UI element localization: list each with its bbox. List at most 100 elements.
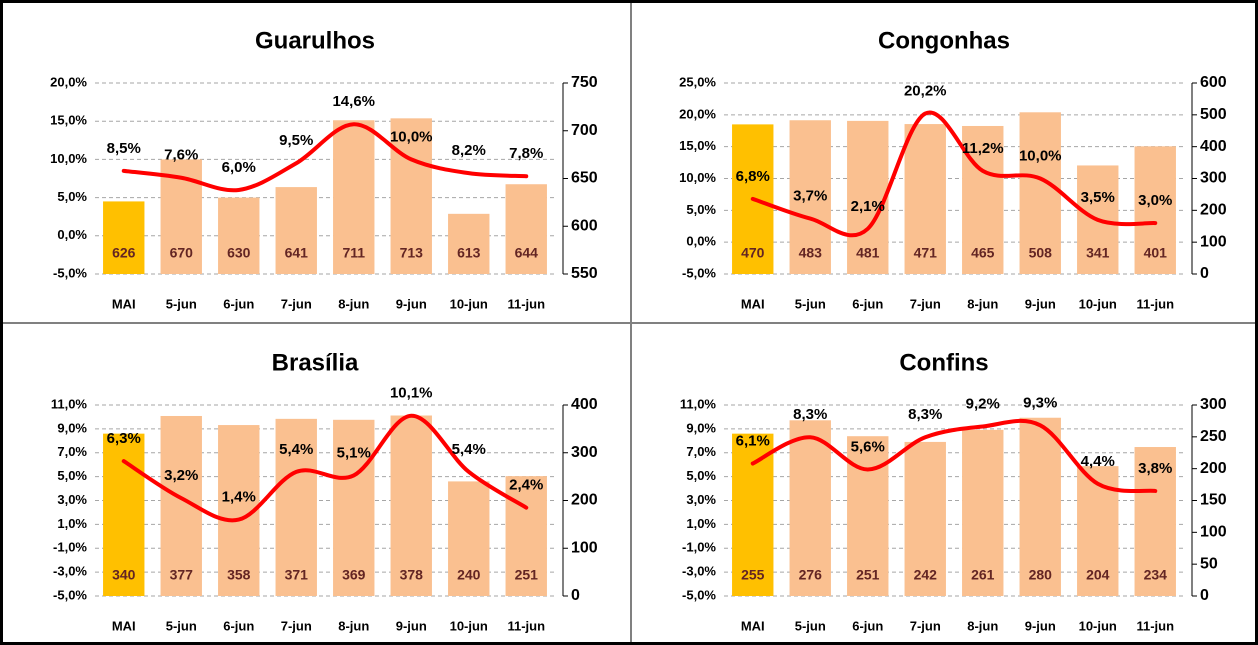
y-tick-label: -5,0% <box>53 265 87 280</box>
y2-tick-label: 300 <box>571 444 598 461</box>
y-tick-label: 7,0% <box>57 444 87 459</box>
line-label: 5,6% <box>851 438 885 455</box>
line-label: 9,2% <box>966 395 1000 412</box>
y2-tick-label: 200 <box>571 492 598 509</box>
line-label: 5,4% <box>452 441 486 458</box>
bar <box>1134 447 1176 596</box>
y2-tick-label: 0 <box>1200 265 1209 282</box>
bar-label: 358 <box>227 567 251 583</box>
y-tick-label: -1,0% <box>682 540 716 555</box>
line-label: 7,6% <box>164 147 198 164</box>
bar <box>962 125 1004 274</box>
y-tick-label: 9,0% <box>57 420 87 435</box>
y2-tick-label: 300 <box>1200 170 1227 187</box>
chart-title: Confins <box>899 349 988 376</box>
x-tick-label: 9-jun <box>1025 618 1056 633</box>
y2-tick-label: 600 <box>571 217 598 234</box>
line-label: 1,4% <box>222 489 256 506</box>
chart-title: Brasília <box>272 349 359 376</box>
bar-label: 481 <box>856 245 880 261</box>
bar <box>1019 112 1061 274</box>
x-tick-label: 8-jun <box>967 618 998 633</box>
chart-title: Congonhas <box>878 27 1010 54</box>
x-tick-label: MAI <box>741 618 765 633</box>
bar-label: 276 <box>799 567 823 583</box>
x-tick-label: 8-jun <box>967 296 998 311</box>
bar-label: 470 <box>741 245 765 261</box>
y-tick-label: 11,0% <box>51 396 88 411</box>
line-label: 3,2% <box>164 467 198 484</box>
y-tick-label: 5,0% <box>686 468 716 483</box>
line-label: 10,0% <box>1019 147 1062 164</box>
bar-label: 483 <box>799 245 823 261</box>
y2-tick-label: 650 <box>571 170 598 187</box>
chart-panel: Confins -5,0% -3,0% -1,0% 1,0% 3,0% 5,0% 7,0% 9,… <box>680 349 1227 633</box>
y-tick-label: 25,0% <box>679 74 716 89</box>
line-label: 7,8% <box>509 145 543 162</box>
y2-tick-label: 100 <box>1200 233 1227 250</box>
bar-label: 242 <box>914 567 938 583</box>
x-tick-label: 11-jun <box>1136 618 1174 633</box>
bar-label: 240 <box>457 567 481 583</box>
y-tick-label: 10,0% <box>50 151 87 166</box>
chart-panel: Guarulhos -5,0% 0,0% 5,0% 10,0% 15,0% 20,0% 550… <box>50 27 598 311</box>
line-label: 14,6% <box>332 93 375 110</box>
x-tick-label: 5-jun <box>166 618 197 633</box>
y2-tick-label: 500 <box>1200 106 1227 123</box>
x-tick-label: 7-jun <box>281 618 312 633</box>
bar <box>1019 417 1061 596</box>
bar-label: 613 <box>457 245 481 261</box>
y2-tick-label: 750 <box>571 74 598 91</box>
y-tick-label: 11,0% <box>680 396 717 411</box>
line-label: 2,1% <box>851 198 885 215</box>
x-tick-label: 10-jun <box>1079 618 1117 633</box>
bar-label: 251 <box>856 567 880 583</box>
bar-label: 340 <box>112 567 136 583</box>
y-tick-label: 20,0% <box>50 74 87 89</box>
y2-tick-label: 0 <box>1200 587 1209 604</box>
bar-label: 670 <box>170 245 194 261</box>
bar-label: 644 <box>515 245 539 261</box>
line-label: 6,3% <box>107 430 141 447</box>
line-label: 3,8% <box>1138 460 1172 477</box>
y2-tick-label: 150 <box>1200 492 1227 509</box>
y-tick-label: 3,0% <box>686 492 716 507</box>
line-label: 10,1% <box>390 385 433 402</box>
y-tick-label: -3,0% <box>53 564 87 579</box>
bar <box>904 441 946 596</box>
bar-label: 234 <box>1144 567 1168 583</box>
bar-label: 251 <box>515 567 539 583</box>
line-label: 11,2% <box>962 140 1004 157</box>
y2-tick-label: 250 <box>1200 428 1227 445</box>
x-tick-label: 5-jun <box>166 296 197 311</box>
bar <box>1134 146 1176 274</box>
x-tick-label: 8-jun <box>338 296 369 311</box>
bar <box>103 201 145 274</box>
x-tick-label: 10-jun <box>450 296 488 311</box>
bar-label: 508 <box>1029 245 1053 261</box>
x-tick-label: 11-jun <box>507 618 545 633</box>
line-label: 8,3% <box>908 406 942 423</box>
bar-label: 626 <box>112 245 136 261</box>
y-tick-label: 5,0% <box>57 468 87 483</box>
x-tick-label: 7-jun <box>910 618 941 633</box>
x-tick-label: 8-jun <box>338 618 369 633</box>
line <box>121 122 529 193</box>
y-tick-label: 15,0% <box>679 138 716 153</box>
y-tick-label: 20,0% <box>679 106 716 121</box>
y-tick-label: 1,0% <box>686 516 716 531</box>
bar-label: 280 <box>1029 567 1053 583</box>
x-tick-label: MAI <box>112 296 136 311</box>
y-tick-label: 0,0% <box>686 234 716 249</box>
bar-label: 471 <box>914 245 938 261</box>
bar-label: 369 <box>342 567 366 583</box>
bar-label: 341 <box>1086 245 1110 261</box>
y2-tick-label: 200 <box>1200 460 1227 477</box>
line-label: 8,5% <box>107 140 141 157</box>
x-tick-label: 9-jun <box>1025 296 1056 311</box>
y2-tick-label: 50 <box>1200 555 1218 572</box>
bar <box>448 481 490 596</box>
bar <box>333 120 375 275</box>
y-tick-label: 7,0% <box>686 444 716 459</box>
line-label: 5,4% <box>279 441 313 458</box>
